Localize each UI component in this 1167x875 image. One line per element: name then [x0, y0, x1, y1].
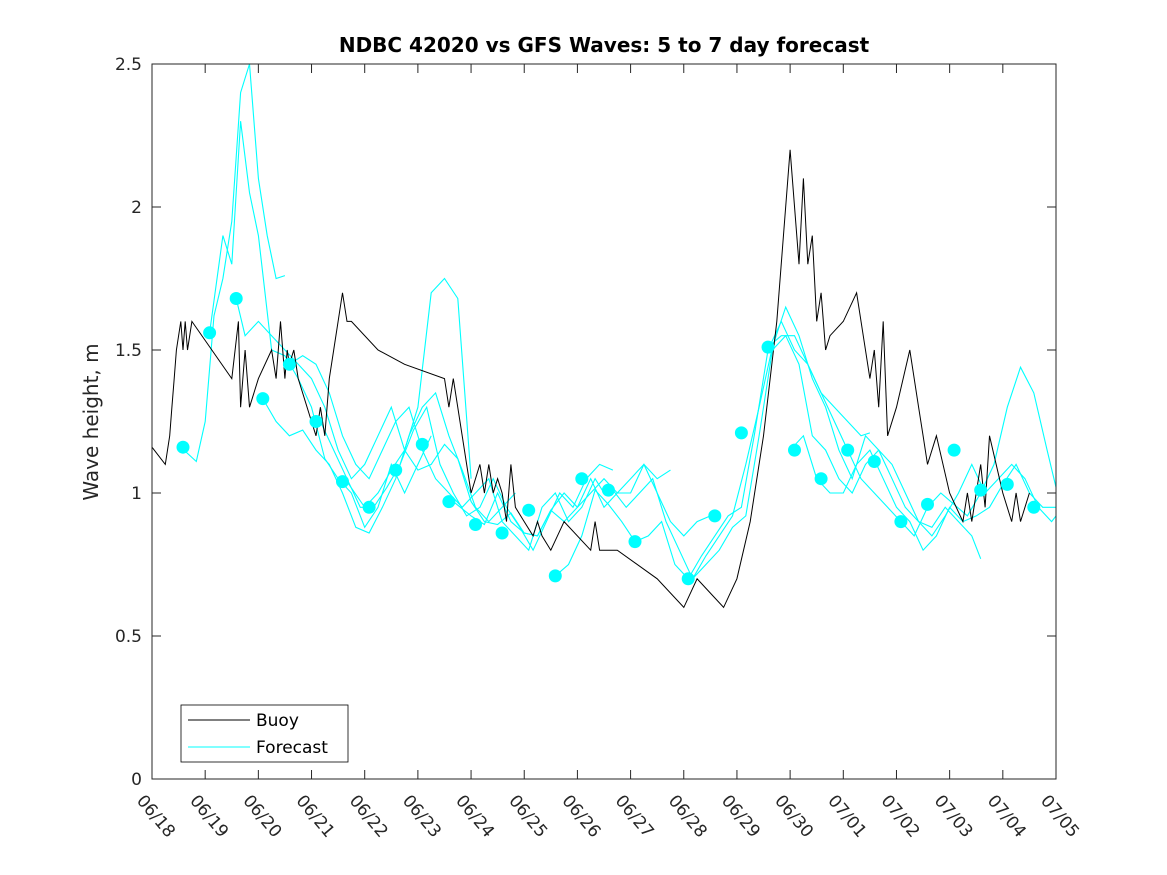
- forecast-marker: [761, 340, 775, 354]
- buoy-line: [151, 149, 1030, 609]
- forecast-marker: [229, 292, 243, 305]
- legend-buoy-label: Buoy: [256, 711, 299, 731]
- forecast-line: [452, 463, 711, 537]
- forecast-marker: [389, 463, 403, 477]
- forecast-marker: [256, 392, 270, 406]
- forecast-marker: [867, 455, 881, 468]
- legend-box: [180, 704, 349, 763]
- forecast-marker: [921, 497, 934, 511]
- forecast-marker: [894, 515, 908, 529]
- forecast-marker: [309, 415, 323, 428]
- forecast-marker: [469, 518, 482, 531]
- forecast-line: [180, 63, 286, 463]
- forecast-marker: [176, 440, 190, 454]
- forecast-line: [612, 334, 982, 580]
- plot-frame: [151, 63, 1057, 780]
- forecast-marker: [522, 503, 536, 517]
- forecast-marker: [282, 357, 296, 371]
- forecast-marker: [601, 483, 615, 497]
- forecast-line: [235, 277, 472, 480]
- chart-title: NDBC 42020 vs GFS Waves: 5 to 7 day fore…: [339, 33, 870, 57]
- forecast-line: [209, 121, 432, 529]
- forecast-line: [289, 355, 605, 552]
- forecast-line: [262, 391, 516, 534]
- y-axis-label: Wave height, m: [79, 343, 103, 500]
- forecast-marker: [1027, 500, 1041, 514]
- y-tick-label: 0: [131, 770, 142, 790]
- forecast-marker: [336, 475, 349, 489]
- forecast-marker: [1000, 477, 1014, 491]
- forecast-marker: [495, 526, 509, 540]
- forecast-marker: [681, 572, 695, 586]
- y-tick-label: 0.5: [115, 627, 142, 647]
- forecast-marker: [548, 569, 562, 583]
- y-tick-label: 1.5: [115, 341, 142, 361]
- forecast-marker: [708, 509, 722, 523]
- forecast-line: [789, 434, 1056, 552]
- forecast-marker: [415, 437, 429, 451]
- forecast-marker: [947, 443, 961, 457]
- y-tick-label: 2.5: [115, 55, 142, 75]
- legend-forecast-label: Forecast: [256, 738, 328, 758]
- forecast-marker: [974, 483, 988, 497]
- forecast-line: [692, 305, 1057, 580]
- forecast-marker: [362, 500, 376, 514]
- forecast-marker: [734, 426, 748, 440]
- forecast-marker: [628, 535, 642, 549]
- forecast-marker: [203, 326, 217, 340]
- forecast-marker: [814, 472, 828, 486]
- y-tick-label: 1: [131, 484, 142, 504]
- forecast-marker: [575, 472, 589, 486]
- forecast-line: [767, 335, 1057, 537]
- forecast-marker: [841, 443, 855, 457]
- y-tick-label: 2: [131, 198, 142, 218]
- legend: Buoy Forecast: [180, 704, 349, 763]
- forecast-marker: [442, 495, 456, 509]
- forecast-marker: [788, 443, 801, 457]
